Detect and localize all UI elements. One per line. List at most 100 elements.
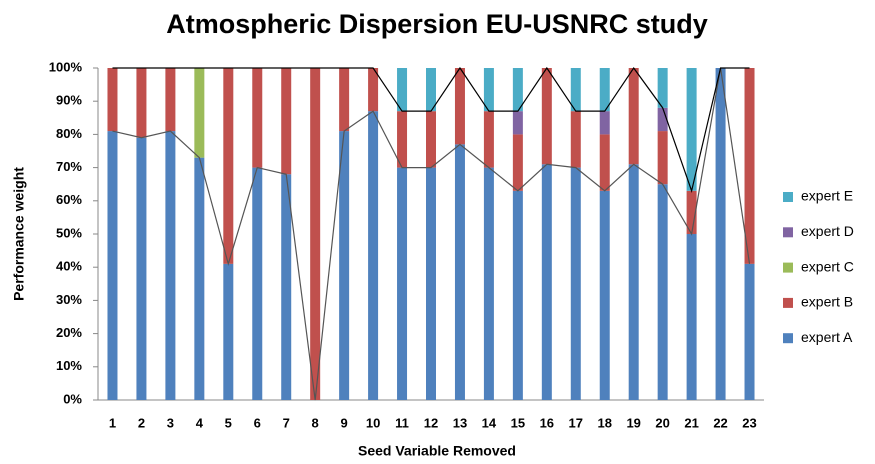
bar-segment [426,68,436,112]
bar-segment [744,263,755,400]
bar-segment [744,68,755,264]
bar-segment [454,68,465,145]
bar-segment [368,68,379,112]
x-tick-label: 2 [138,415,145,430]
x-tick-label: 22 [713,415,727,430]
bar-segment [454,144,465,400]
bar-segment [310,68,321,400]
series-line [112,66,750,193]
y-tick-label: 60% [56,192,82,207]
y-tick-label: 30% [56,292,82,307]
legend-swatch [783,262,793,273]
bar-segment [397,167,408,400]
legend-label: expert A [801,329,853,345]
bar-segment [483,68,494,112]
bar-segment [252,68,263,168]
x-tick-label: 18 [598,415,612,430]
bar-segment [657,107,668,132]
bar-segment [252,167,263,400]
bar-segment [512,68,523,112]
x-tick-label: 21 [684,415,698,430]
bar-segment [512,134,523,191]
bar-segment [686,190,697,234]
y-axis-title: Performance weight [11,167,27,301]
bar-segment [483,111,494,168]
bar-segment [281,68,292,175]
x-tick-label: 15 [511,415,525,430]
bar-segment [397,68,408,112]
bar-segment [426,167,436,400]
bar-segment [194,68,205,158]
y-tick-label: 20% [56,325,82,340]
y-tick-label: 10% [56,358,82,373]
bar-segment [599,134,610,191]
bar-segment [570,111,581,168]
y-tick-label: 90% [56,93,82,108]
legend-swatch [783,192,793,202]
x-tick-label: 16 [540,415,554,430]
x-tick-label: 14 [482,415,497,430]
x-tick-label: 20 [655,415,669,430]
x-tick-label: 11 [395,415,409,430]
x-tick-label: 19 [626,415,640,430]
series-line [112,67,751,401]
bar-segment [657,131,668,185]
y-tick-label: 100% [49,59,83,74]
y-tick-label: 70% [56,159,82,174]
bar-segment [339,68,350,132]
x-tick-label: 13 [453,415,467,430]
legend-label: expert D [801,223,854,239]
x-tick-label: 7 [283,415,290,430]
y-tick-label: 50% [56,225,82,240]
bar-segment [483,167,494,400]
legend-swatch [783,333,793,344]
x-tick-label: 10 [366,415,380,430]
x-axis-title: Seed Variable Removed [358,443,516,459]
bar-segment [165,131,176,400]
bar-segment [570,68,581,112]
bar-segment [686,68,697,191]
legend-swatch [783,297,793,308]
legend-label: expert B [801,294,853,310]
x-tick-label: 5 [225,415,232,430]
bar-segment [686,234,697,400]
bar-segment [107,131,118,400]
y-tick-label: 80% [56,126,82,141]
bar-segment [194,157,205,400]
y-tick-label: 0% [63,391,82,406]
y-tick-label: 40% [56,259,82,274]
bar-segment [281,174,292,400]
bar-segment [512,111,523,135]
x-tick-label: 17 [569,415,583,430]
bar-segment [628,164,639,400]
bar-segment [426,111,436,168]
bar-segment [599,68,610,112]
bar-segment [599,111,610,135]
x-tick-label: 8 [312,415,319,430]
x-tick-label: 1 [109,415,116,430]
bar-segment [165,68,176,132]
bar-segment [657,184,668,400]
x-tick-label: 3 [167,415,174,430]
bar-segment [136,68,147,138]
chart-title: Atmospheric Dispersion EU-USNRC study [166,9,708,39]
bar-segment [136,137,147,400]
bar-segment [541,68,552,165]
bar-segment [397,111,408,168]
x-tick-label: 4 [196,415,204,430]
bar-segment [512,190,523,400]
bar-segment [628,68,639,165]
bar-segment [368,111,379,400]
legend-label: expert E [801,188,853,204]
bar-segment [599,190,610,400]
legend-swatch [783,227,793,238]
bar-segment [570,167,581,400]
x-tick-label: 12 [424,415,438,430]
bar-segment [223,263,234,400]
bar-segment [339,131,350,400]
bar-segment [107,68,118,132]
bar-segment [541,164,552,400]
bar-segment [715,68,726,400]
bar-segment [657,68,668,108]
